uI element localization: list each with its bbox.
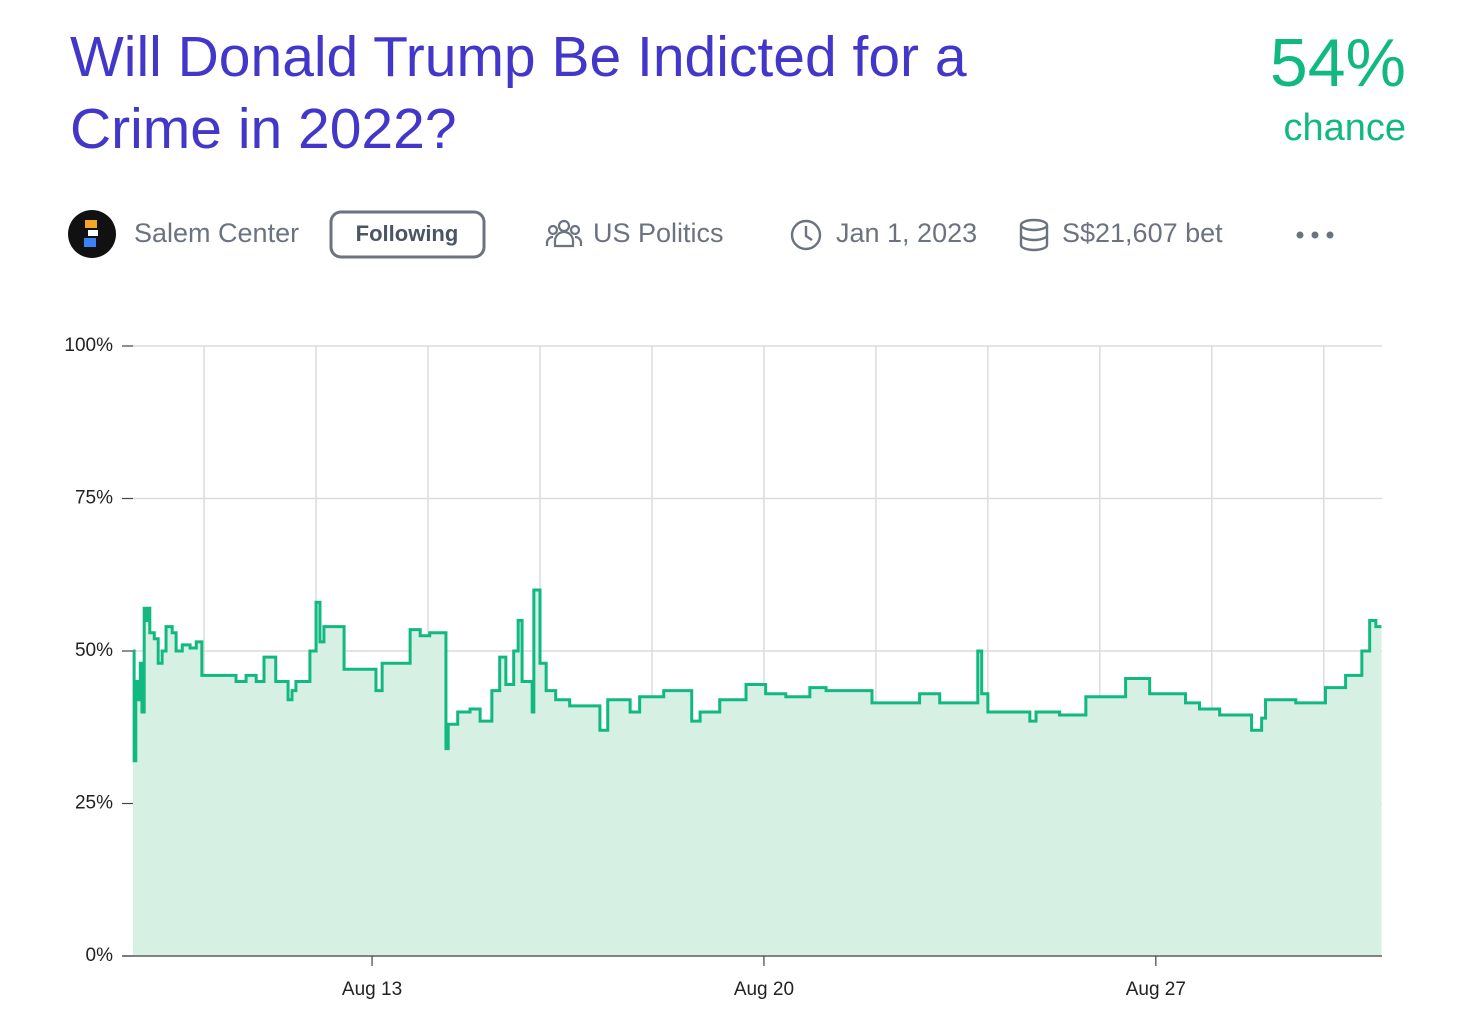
follow-button[interactable] [329,210,486,259]
y-tick-label: 25% [75,793,113,814]
more-menu[interactable] [1296,231,1334,239]
avatar[interactable] [68,210,116,258]
y-tick-label: 50% [75,640,113,661]
title-line: Crime in 2022? [70,97,457,161]
x-tick-label: Aug 27 [1126,979,1186,1000]
y-tick-label: 100% [64,335,113,356]
close-date: Jan 1, 2023 [836,218,977,248]
probability: 54% [1270,25,1406,101]
category[interactable]: US Politics [593,218,724,248]
clock-icon [790,219,822,251]
area [133,590,1382,956]
x-tick-label: Aug 13 [342,979,402,1000]
y-tick-label: 75% [75,488,113,509]
line [132,588,1382,763]
follow-label[interactable]: Following [356,221,459,246]
y-tick-label: 0% [86,945,114,966]
author[interactable]: Salem Center [134,218,299,248]
title-line: Will Donald Trump Be Indicted for a [70,25,967,89]
volume: S$21,607 bet [1062,218,1223,248]
probability-label: chance [1283,107,1406,149]
x-tick-label: Aug 20 [734,979,794,1000]
coins-icon [1019,218,1049,252]
group-icon [545,219,583,248]
